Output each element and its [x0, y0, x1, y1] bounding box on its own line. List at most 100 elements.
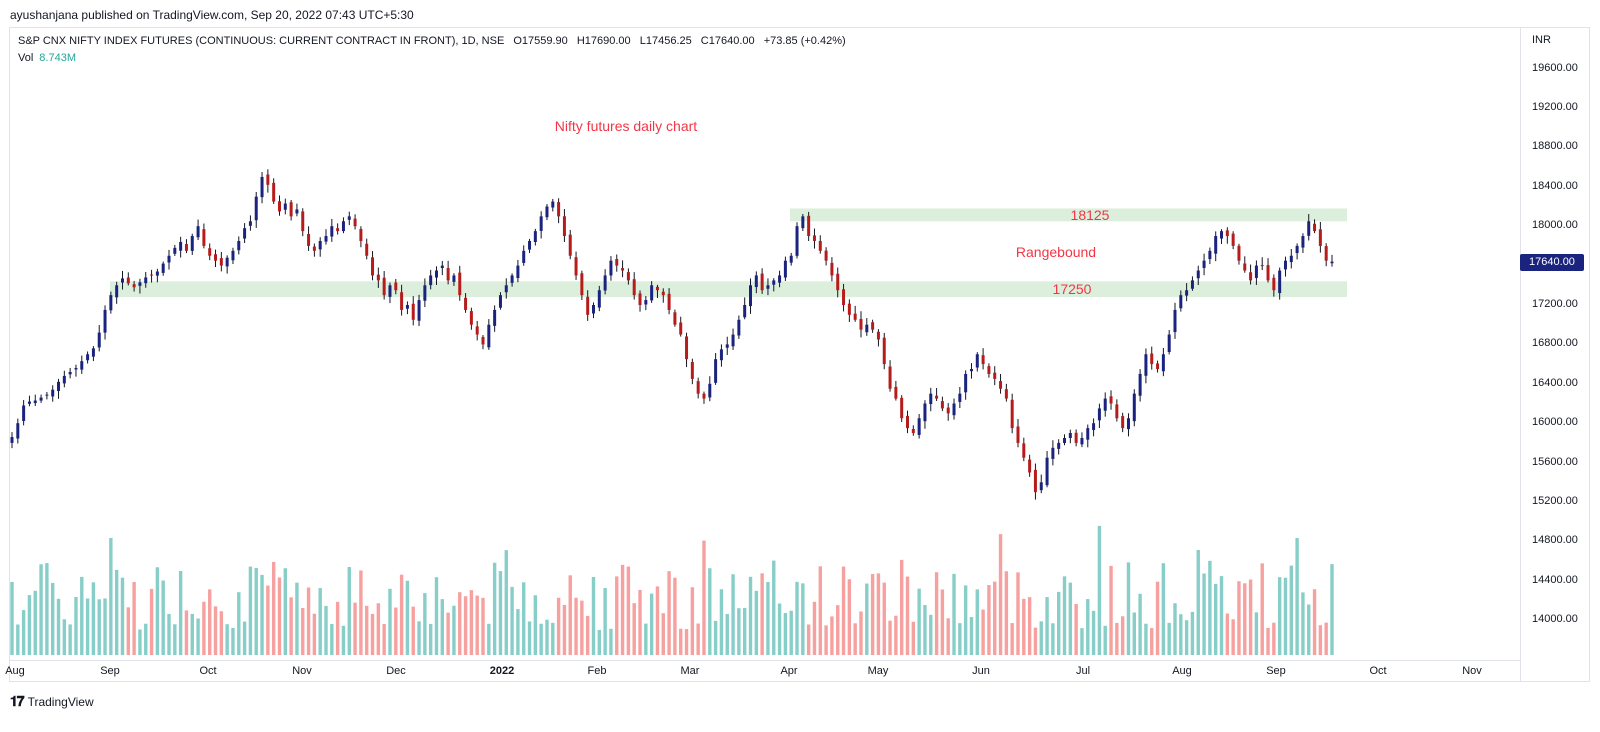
volume-bar — [1307, 604, 1311, 655]
volume-bar — [1150, 628, 1154, 655]
volume-bar — [68, 624, 72, 655]
candle-body — [1301, 236, 1305, 248]
candle-body — [807, 215, 811, 237]
time-tick-label: Oct — [199, 665, 217, 677]
tradingview-logo-icon[interactable]: 𝟏𝟕 — [10, 693, 25, 709]
volume-bar — [812, 601, 817, 655]
volume-bar — [539, 623, 543, 655]
volume-bar — [440, 599, 445, 655]
candle-body — [225, 257, 229, 267]
candle-body — [1179, 295, 1183, 309]
volume-bar — [551, 622, 555, 655]
volume-bar — [469, 590, 474, 655]
volume-bar — [620, 564, 625, 655]
candle-body — [1214, 236, 1218, 254]
volume-bar — [370, 613, 375, 655]
volume-bar — [649, 593, 654, 655]
volume-bar — [1266, 627, 1270, 655]
candle-body — [208, 248, 212, 256]
candle-body — [1063, 437, 1067, 443]
candle-body — [196, 226, 200, 238]
volume-bar — [1010, 623, 1014, 655]
volume-bar — [708, 568, 712, 655]
brand-name[interactable]: TradingView — [27, 694, 94, 709]
volume-bar — [365, 605, 369, 655]
candle-body — [1074, 432, 1078, 443]
volume-bar — [1202, 573, 1206, 655]
symbol-name[interactable]: S&P CNX NIFTY INDEX FUTURES (CONTINUOUS:… — [18, 35, 505, 47]
volume-bar — [1016, 572, 1020, 655]
volume-bar — [74, 597, 78, 655]
volume-bar — [458, 592, 462, 655]
candle-body — [539, 216, 543, 231]
candle-body — [754, 275, 758, 288]
candle-body — [836, 273, 840, 291]
volume-bar — [399, 574, 404, 655]
candle-body — [289, 202, 293, 217]
time-tick-label: Jun — [972, 665, 990, 677]
candle-body — [690, 361, 694, 379]
candle-body — [522, 250, 526, 263]
candle-body — [1173, 309, 1177, 333]
volume-bar — [731, 574, 735, 655]
volume-bar — [911, 621, 916, 655]
price-tick-label: 15200.00 — [1532, 495, 1578, 507]
candle-body — [545, 206, 549, 218]
volume-bar — [1214, 583, 1218, 655]
volume-bar — [219, 611, 224, 655]
volume-bar — [487, 623, 491, 655]
candle-body — [487, 324, 491, 348]
volume-bar — [1039, 621, 1043, 655]
volume-bar — [475, 595, 479, 655]
volume-bar — [1248, 579, 1253, 655]
volume-bar — [1184, 620, 1189, 655]
volume-bar — [91, 582, 96, 655]
volume-bar — [289, 597, 293, 655]
volume-bar — [1301, 592, 1305, 655]
volume-bar — [742, 607, 747, 655]
candle-body — [417, 300, 421, 321]
candle-body — [719, 349, 723, 361]
volume-bar — [975, 589, 979, 655]
volume-bar — [1004, 571, 1009, 655]
candle-body — [655, 286, 659, 291]
currency-label[interactable]: INR — [1532, 34, 1551, 46]
volume-bar — [946, 618, 950, 655]
volume-bar — [85, 598, 90, 655]
candle-body — [1156, 363, 1160, 370]
candle-body — [74, 368, 78, 370]
candle-body — [1190, 280, 1194, 289]
volume-bar — [940, 589, 945, 655]
volume-label[interactable]: Vol — [18, 52, 34, 64]
candle-body — [859, 318, 863, 330]
candle-body — [1097, 408, 1101, 421]
candle-body — [62, 375, 66, 384]
volume-bar — [184, 610, 189, 655]
volume-bar — [144, 623, 148, 655]
candle-body — [27, 401, 31, 404]
volume-bar — [132, 581, 136, 655]
chart-annotation: 17250 — [1053, 281, 1092, 297]
volume-bar — [167, 613, 171, 655]
volume-bar — [1231, 619, 1235, 655]
volume-bar — [789, 610, 793, 655]
volume-bar — [301, 607, 305, 655]
volume-bar — [1179, 614, 1183, 655]
price-tick-label: 15600.00 — [1532, 455, 1578, 468]
candle-body — [795, 226, 799, 256]
volume-bar — [1155, 581, 1160, 655]
volume-bar — [347, 566, 351, 655]
open-value: O17559.90 — [513, 35, 568, 47]
price-tick-label: 16400.00 — [1532, 376, 1578, 389]
candle-body — [993, 372, 997, 379]
volume-bar — [260, 574, 264, 655]
volume-bar — [876, 573, 881, 655]
candle-body — [365, 243, 369, 256]
candle-body — [562, 216, 566, 237]
volume-bar — [196, 618, 200, 655]
candle-body — [708, 383, 712, 398]
volume-bar — [1086, 599, 1090, 655]
candle-body — [498, 295, 502, 308]
volume-bar — [231, 627, 235, 655]
